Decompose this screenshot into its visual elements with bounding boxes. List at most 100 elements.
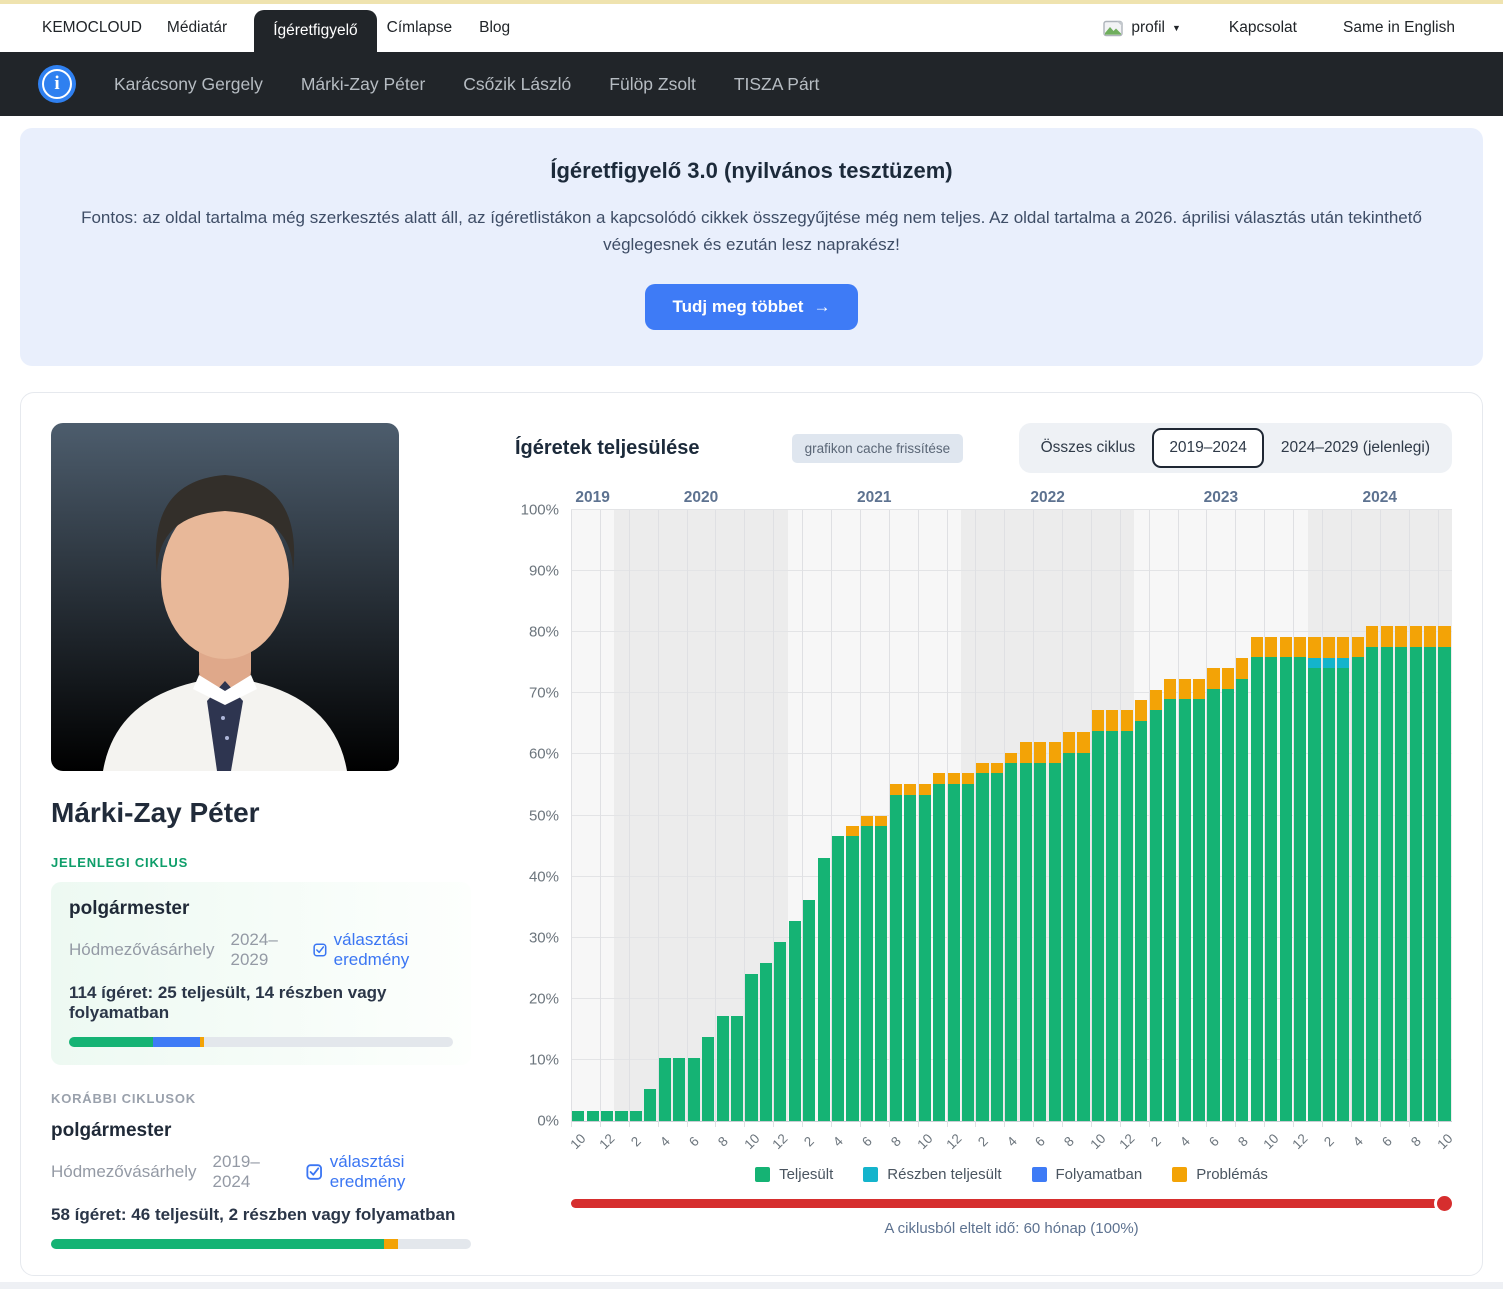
toggle-all-cycles[interactable]: Összes ciklus xyxy=(1024,428,1153,468)
chart-bar[interactable] xyxy=(903,510,917,1121)
stacked-bar xyxy=(1048,510,1061,1121)
chart-bar[interactable] xyxy=(961,510,975,1121)
chart-bar[interactable] xyxy=(773,510,787,1121)
chart-bar[interactable] xyxy=(831,510,845,1121)
legend-item[interactable]: Teljesült xyxy=(755,1166,833,1183)
toggle-2019-2024[interactable]: 2019–2024 xyxy=(1152,428,1264,468)
chart-bar[interactable] xyxy=(1250,510,1264,1121)
chart-bar[interactable] xyxy=(1033,510,1047,1121)
tab-igeretfigyelo-active[interactable]: Ígéretfigyelő xyxy=(254,10,377,52)
learn-more-button[interactable]: Tudj meg többet → xyxy=(644,284,859,330)
chart-bar[interactable] xyxy=(1192,510,1206,1121)
bar-segment xyxy=(976,773,989,1121)
chart-bar[interactable] xyxy=(1336,510,1350,1121)
x-axis-tick-label: 12 xyxy=(596,1130,618,1153)
chart-bar[interactable] xyxy=(715,510,729,1121)
slider-knob[interactable] xyxy=(1437,1196,1452,1211)
chart-bar[interactable] xyxy=(658,510,672,1121)
x-axis-tick-label: 2 xyxy=(1321,1133,1338,1150)
brand-kemocloud[interactable]: KEMOCLOUD xyxy=(42,19,142,36)
x-axis-tick-label: 6 xyxy=(1379,1133,1395,1150)
chart-bar[interactable] xyxy=(932,510,946,1121)
chart-bar[interactable] xyxy=(629,510,643,1121)
chart-bar[interactable] xyxy=(1149,510,1163,1121)
chart-bar[interactable] xyxy=(730,510,744,1121)
info-icon[interactable]: i xyxy=(38,65,76,103)
chart-bar[interactable] xyxy=(1004,510,1018,1121)
chart-bar[interactable] xyxy=(816,510,830,1121)
profile-dropdown[interactable]: profil ▼ xyxy=(1103,19,1181,37)
chart-bar[interactable] xyxy=(1394,510,1408,1121)
chart-bar[interactable] xyxy=(759,510,773,1121)
chart-bar[interactable] xyxy=(614,510,628,1121)
chart-bar[interactable] xyxy=(1105,510,1119,1121)
chart-bar[interactable] xyxy=(1235,510,1249,1121)
legend-item[interactable]: Folyamatban xyxy=(1031,1166,1142,1183)
chart-bar[interactable] xyxy=(874,510,888,1121)
slider-track[interactable] xyxy=(571,1199,1450,1208)
chart-bar[interactable] xyxy=(687,510,701,1121)
chart-bar[interactable] xyxy=(1076,510,1090,1121)
chart-bar[interactable] xyxy=(1177,510,1191,1121)
chart-bar[interactable] xyxy=(802,510,816,1121)
legend-item[interactable]: Problémás xyxy=(1172,1166,1268,1183)
nav-politician-karacsony[interactable]: Karácsony Gergely xyxy=(114,73,263,94)
chart-bar[interactable] xyxy=(1278,510,1292,1121)
chart-bar[interactable] xyxy=(1365,510,1379,1121)
nav-item-language[interactable]: Same in English xyxy=(1342,19,1455,36)
chart-bar[interactable] xyxy=(1120,510,1134,1121)
chart-bar[interactable] xyxy=(1293,510,1307,1121)
chart-bar[interactable] xyxy=(990,510,1004,1121)
chart-bar[interactable] xyxy=(600,510,614,1121)
chart-bar[interactable] xyxy=(1163,510,1177,1121)
chart-bar[interactable] xyxy=(1019,510,1033,1121)
chart-bar[interactable] xyxy=(1134,510,1148,1121)
chart-bar[interactable] xyxy=(788,510,802,1121)
chart-bar[interactable] xyxy=(946,510,960,1121)
bar-segment xyxy=(1366,646,1379,1121)
chart-bar[interactable] xyxy=(860,510,874,1121)
election-result-link-previous[interactable]: választási eredmény xyxy=(306,1152,471,1192)
chart-bar[interactable] xyxy=(1047,510,1061,1121)
nav-item-mediatar[interactable]: Médiatár xyxy=(166,19,228,36)
chart-bar[interactable] xyxy=(643,510,657,1121)
legend-item[interactable]: Részben teljesült xyxy=(863,1166,1002,1183)
chart-bar[interactable] xyxy=(1091,510,1105,1121)
nav-politician-tisza[interactable]: TISZA Párt xyxy=(733,73,820,94)
chart-bar[interactable] xyxy=(918,510,932,1121)
chart-bar[interactable] xyxy=(585,510,599,1121)
chart-bar[interactable] xyxy=(1062,510,1076,1121)
chart-bar[interactable] xyxy=(1408,510,1422,1121)
chart-bar[interactable] xyxy=(701,510,715,1121)
gridline xyxy=(859,510,861,1127)
bar-segment xyxy=(1250,636,1263,658)
nav-politician-markizay[interactable]: Márki-Zay Péter xyxy=(300,73,426,94)
nav-item-cimlapse[interactable]: Címlapse xyxy=(386,19,453,36)
chart-bar[interactable] xyxy=(975,510,989,1121)
chart-bar[interactable] xyxy=(744,510,758,1121)
year-label: 2022 xyxy=(1030,489,1065,506)
nav-item-kapcsolat[interactable]: Kapcsolat xyxy=(1228,19,1297,36)
chart-bar[interactable] xyxy=(1221,510,1235,1121)
chart-bar[interactable] xyxy=(1351,510,1365,1121)
nav-politician-csozik[interactable]: Csőzik László xyxy=(463,73,572,94)
refresh-cache-button[interactable]: grafikon cache frissítése xyxy=(791,433,964,463)
cycle-time-slider[interactable] xyxy=(571,1196,1452,1211)
chart-bar[interactable] xyxy=(1423,510,1437,1121)
chart-bar[interactable] xyxy=(845,510,859,1121)
chart-bar[interactable] xyxy=(889,510,903,1121)
chart-bar[interactable] xyxy=(672,510,686,1121)
nav-politician-fulop[interactable]: Fülöp Zsolt xyxy=(609,73,696,94)
chart-bar[interactable] xyxy=(571,510,585,1121)
chart-bar[interactable] xyxy=(1322,510,1336,1121)
chart-bar[interactable] xyxy=(1307,510,1321,1121)
y-axis-tick-label: 80% xyxy=(528,623,559,641)
chart-bar[interactable] xyxy=(1264,510,1278,1121)
toggle-2024-2029[interactable]: 2024–2029 (jelenlegi) xyxy=(1264,428,1447,468)
chart-bar[interactable] xyxy=(1206,510,1220,1121)
chart-bar[interactable] xyxy=(1437,510,1451,1121)
stacked-bar xyxy=(759,510,772,1121)
election-result-link[interactable]: választási eredmény xyxy=(313,930,453,970)
chart-bar[interactable] xyxy=(1380,510,1394,1121)
nav-item-blog[interactable]: Blog xyxy=(479,19,511,36)
